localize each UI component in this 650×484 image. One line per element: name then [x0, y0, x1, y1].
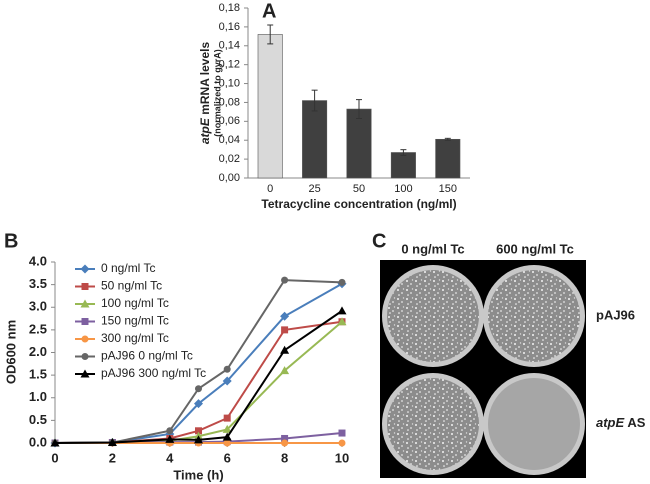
y-tick-label: 1.5	[29, 367, 47, 382]
bar	[302, 100, 328, 179]
y-axis-label-text: mRNA levels	[198, 42, 212, 115]
column-header: 0 ng/ml Tc	[401, 241, 464, 256]
y-tick-label: 0,10	[219, 77, 240, 89]
marker	[338, 278, 346, 286]
legend-label: pAJ96 300 ng/ml Tc	[101, 366, 206, 380]
plate	[382, 373, 484, 475]
marker	[166, 427, 174, 435]
x-tick-label: 6	[224, 450, 231, 465]
x-tick-label: 150	[439, 183, 457, 195]
x-tick-label: 8	[281, 450, 288, 465]
legend-marker	[80, 369, 90, 378]
panel-label: A	[262, 0, 276, 22]
x-tick-label: 2	[109, 450, 116, 465]
x-tick-label: 25	[308, 183, 320, 195]
marker	[223, 365, 231, 373]
legend-marker	[81, 318, 89, 325]
row-label: pAJ96	[596, 307, 635, 322]
column-header: 600 ng/ml Tc	[496, 241, 574, 256]
y-tick-label: 0,04	[219, 134, 240, 146]
panel-label: C	[372, 230, 386, 252]
marker	[222, 376, 232, 386]
marker	[337, 306, 347, 315]
y-axis-note: (normalized to gyrA)	[212, 49, 222, 137]
legend-marker	[80, 299, 90, 308]
marker	[223, 414, 231, 422]
y-tick-label: 0,00	[219, 172, 240, 184]
y-tick-label: 3.5	[29, 276, 47, 291]
marker	[194, 435, 203, 444]
y-tick-label: 0.5	[29, 412, 47, 427]
marker	[195, 385, 202, 393]
x-tick-label: 50	[353, 183, 365, 195]
x-tick-label: 4	[166, 450, 174, 465]
y-tick-label: 3.0	[29, 299, 47, 314]
legend-label: 150 ng/ml Tc	[101, 314, 169, 328]
bar	[346, 108, 372, 179]
marker	[338, 429, 346, 437]
y-tick-label: 0,14	[219, 40, 240, 52]
y-tick-label: 4.0	[29, 253, 47, 268]
y-axis-label: OD600 nm	[3, 320, 18, 384]
y-axis-label: atpE mRNA levels	[198, 42, 212, 145]
y-tick-label: 2.5	[29, 321, 47, 336]
x-tick-label: 10	[335, 450, 349, 465]
y-tick-label: 0,06	[219, 115, 240, 127]
y-tick-label: 0,16	[219, 21, 240, 33]
series-line	[54, 282, 343, 444]
x-tick-label: 0	[267, 183, 273, 195]
marker	[107, 438, 117, 447]
bar	[390, 152, 416, 179]
marker	[223, 439, 231, 447]
plate	[382, 265, 484, 367]
x-axis-label: Tetracycline concentration (ng/ml)	[261, 197, 456, 211]
legend-label: 0 ng/ml Tc	[101, 261, 155, 275]
marker	[194, 399, 203, 409]
legend-label: 50 ng/ml Tc	[101, 279, 162, 293]
x-tick-label: 0	[51, 450, 58, 465]
x-tick-label: 100	[394, 183, 412, 195]
marker	[195, 427, 202, 435]
bar	[435, 138, 461, 179]
legend-label: 100 ng/ml Tc	[101, 296, 169, 310]
y-tick-label: 0.0	[29, 434, 47, 449]
marker	[280, 311, 290, 321]
marker	[281, 276, 289, 284]
y-tick-label: 0,08	[219, 96, 240, 108]
marker	[281, 434, 289, 442]
marker	[338, 439, 346, 447]
plate	[483, 373, 585, 475]
y-tick-label: 1.0	[29, 389, 47, 404]
marker	[281, 439, 289, 447]
series-line	[54, 279, 343, 444]
legend-marker	[80, 264, 90, 274]
y-tick-label: 0,12	[219, 59, 240, 71]
legend-label: pAJ96 0 ng/ml Tc	[101, 349, 193, 363]
plate	[483, 265, 585, 367]
marker	[280, 366, 290, 375]
marker	[281, 326, 289, 334]
y-tick-label: 0,18	[219, 2, 240, 14]
legend-marker	[81, 283, 89, 290]
legend-marker	[81, 335, 89, 343]
marker	[280, 345, 290, 354]
marker	[165, 434, 175, 443]
marker	[222, 432, 232, 441]
legend-marker	[81, 353, 89, 360]
row-label: atpE AS	[596, 415, 646, 430]
row-label-italic: atpE	[596, 415, 625, 430]
x-axis-label: Time (h)	[173, 467, 223, 482]
bar	[257, 34, 283, 179]
panel-label: B	[4, 230, 18, 252]
marker	[337, 317, 347, 326]
row-label-text: AS	[627, 415, 645, 430]
marker	[222, 424, 232, 433]
legend-label: 300 ng/ml Tc	[101, 331, 169, 345]
y-tick-label: 2.0	[29, 344, 47, 359]
y-axis-label-italic: atpE	[198, 117, 212, 144]
y-tick-label: 0,02	[219, 153, 240, 165]
marker	[50, 438, 60, 447]
